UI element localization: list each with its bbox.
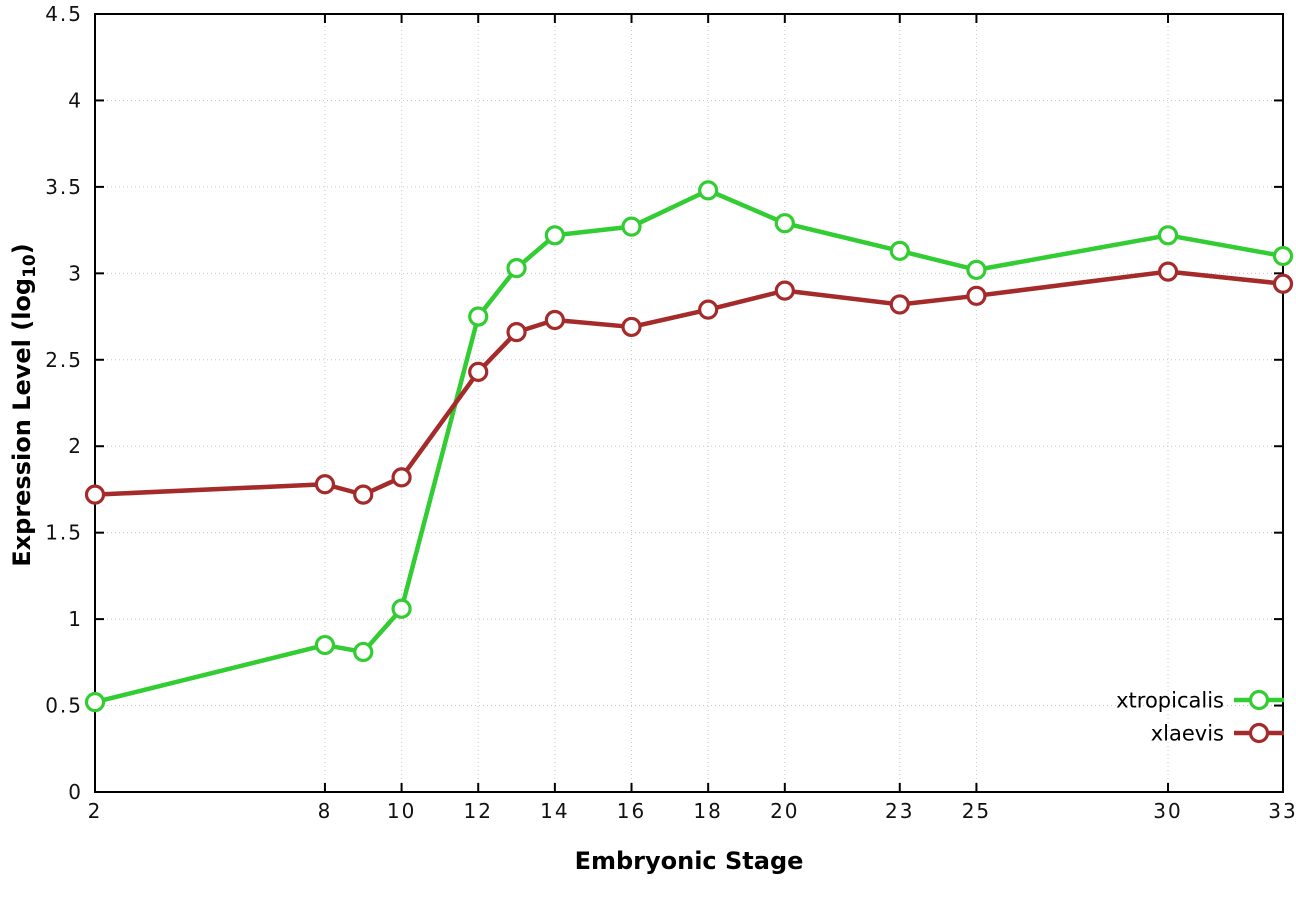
legend-label-xlaevis: xlaevis bbox=[1151, 722, 1224, 746]
data-point-xtropicalis-stage-18 bbox=[698, 180, 719, 201]
axes: 2 8 10 12 14 16 18 20 23 25 30 33 0 0.5 1 1.5 2 2.5 3 3.5 4 4… bbox=[45, 2, 1296, 823]
legend: xtropicalis xlaevis bbox=[1116, 689, 1284, 746]
data-point-xtropicalis-stage-25 bbox=[966, 259, 987, 280]
y-tick-label: 0 bbox=[68, 780, 83, 804]
data-point-xtropicalis-stage-23 bbox=[889, 240, 910, 261]
x-tick-label: 2 bbox=[88, 799, 103, 823]
x-tick-label: 18 bbox=[693, 799, 722, 823]
series-line-xtropicalis bbox=[92, 188, 1286, 705]
y-tick-label: 0.5 bbox=[45, 694, 83, 718]
x-axis-title: Embryonic Stage bbox=[575, 847, 804, 875]
data-point-xlaevis-stage-10 bbox=[391, 467, 412, 488]
data-point-xlaevis-stage-13 bbox=[506, 322, 527, 343]
data-point-xlaevis-stage-33 bbox=[1272, 273, 1294, 294]
y-axis-title: Expression Level (log10) bbox=[8, 243, 40, 566]
legend-marker-xlaevis bbox=[1248, 722, 1270, 744]
x-tick-label: 30 bbox=[1153, 799, 1182, 823]
data-point-xlaevis-stage-8 bbox=[314, 474, 336, 495]
x-tick-label: 8 bbox=[318, 799, 333, 823]
data-point-xlaevis-stage-12 bbox=[468, 361, 489, 382]
series-xlaevis bbox=[84, 261, 1294, 505]
x-tick-label: 14 bbox=[540, 799, 569, 823]
x-tick-label: 12 bbox=[463, 799, 492, 823]
data-point-xlaevis-stage-14 bbox=[544, 309, 565, 331]
legend-label-xtropicalis: xtropicalis bbox=[1116, 689, 1224, 713]
y-tick-label: 1.5 bbox=[45, 521, 83, 545]
y-tick-label: 2.5 bbox=[45, 348, 83, 372]
x-tick-label: 20 bbox=[770, 799, 799, 823]
series-xtropicalis bbox=[84, 180, 1294, 713]
data-point-xtropicalis-stage-9 bbox=[353, 641, 374, 663]
data-point-xlaevis-stage-16 bbox=[621, 316, 642, 338]
data-point-xtropicalis-stage-14 bbox=[544, 225, 565, 246]
data-point-xlaevis-stage-25 bbox=[966, 285, 987, 306]
y-tick-label: 3.5 bbox=[45, 175, 83, 199]
data-point-xtropicalis-stage-10 bbox=[391, 598, 412, 619]
data-point-xtropicalis-stage-30 bbox=[1157, 225, 1179, 246]
x-tick-label: 33 bbox=[1268, 799, 1296, 823]
data-point-xtropicalis-stage-13 bbox=[506, 258, 527, 279]
data-point-xlaevis-stage-20 bbox=[774, 280, 795, 301]
data-point-xtropicalis-stage-33 bbox=[1272, 245, 1294, 267]
grid bbox=[95, 14, 1283, 792]
legend-marker-xtropicalis bbox=[1248, 689, 1270, 711]
x-tick-label: 25 bbox=[962, 799, 991, 823]
y-tick-label: 1 bbox=[68, 607, 83, 631]
y-tick-label: 4.5 bbox=[45, 2, 83, 26]
series bbox=[84, 180, 1294, 713]
data-point-xlaevis-stage-9 bbox=[353, 484, 374, 505]
data-point-xlaevis-stage-2 bbox=[84, 484, 106, 505]
data-point-xlaevis-stage-18 bbox=[698, 299, 719, 320]
data-point-xtropicalis-stage-16 bbox=[621, 216, 642, 237]
data-point-xtropicalis-stage-2 bbox=[84, 691, 106, 713]
y-tick-label: 3 bbox=[68, 261, 83, 285]
y-tick-label: 4 bbox=[68, 88, 83, 112]
series-line-xlaevis bbox=[92, 269, 1286, 497]
y-tick-label: 2 bbox=[68, 434, 83, 458]
data-point-xtropicalis-stage-20 bbox=[774, 213, 795, 234]
x-tick-label: 23 bbox=[885, 799, 914, 823]
plot-border bbox=[94, 13, 1284, 793]
data-point-xlaevis-stage-23 bbox=[889, 294, 910, 315]
data-point-xlaevis-stage-30 bbox=[1157, 261, 1179, 282]
data-point-xtropicalis-stage-12 bbox=[468, 306, 489, 327]
x-tick-label: 16 bbox=[617, 799, 646, 823]
x-tick-label: 10 bbox=[387, 799, 416, 823]
data-point-xtropicalis-stage-8 bbox=[314, 634, 336, 656]
